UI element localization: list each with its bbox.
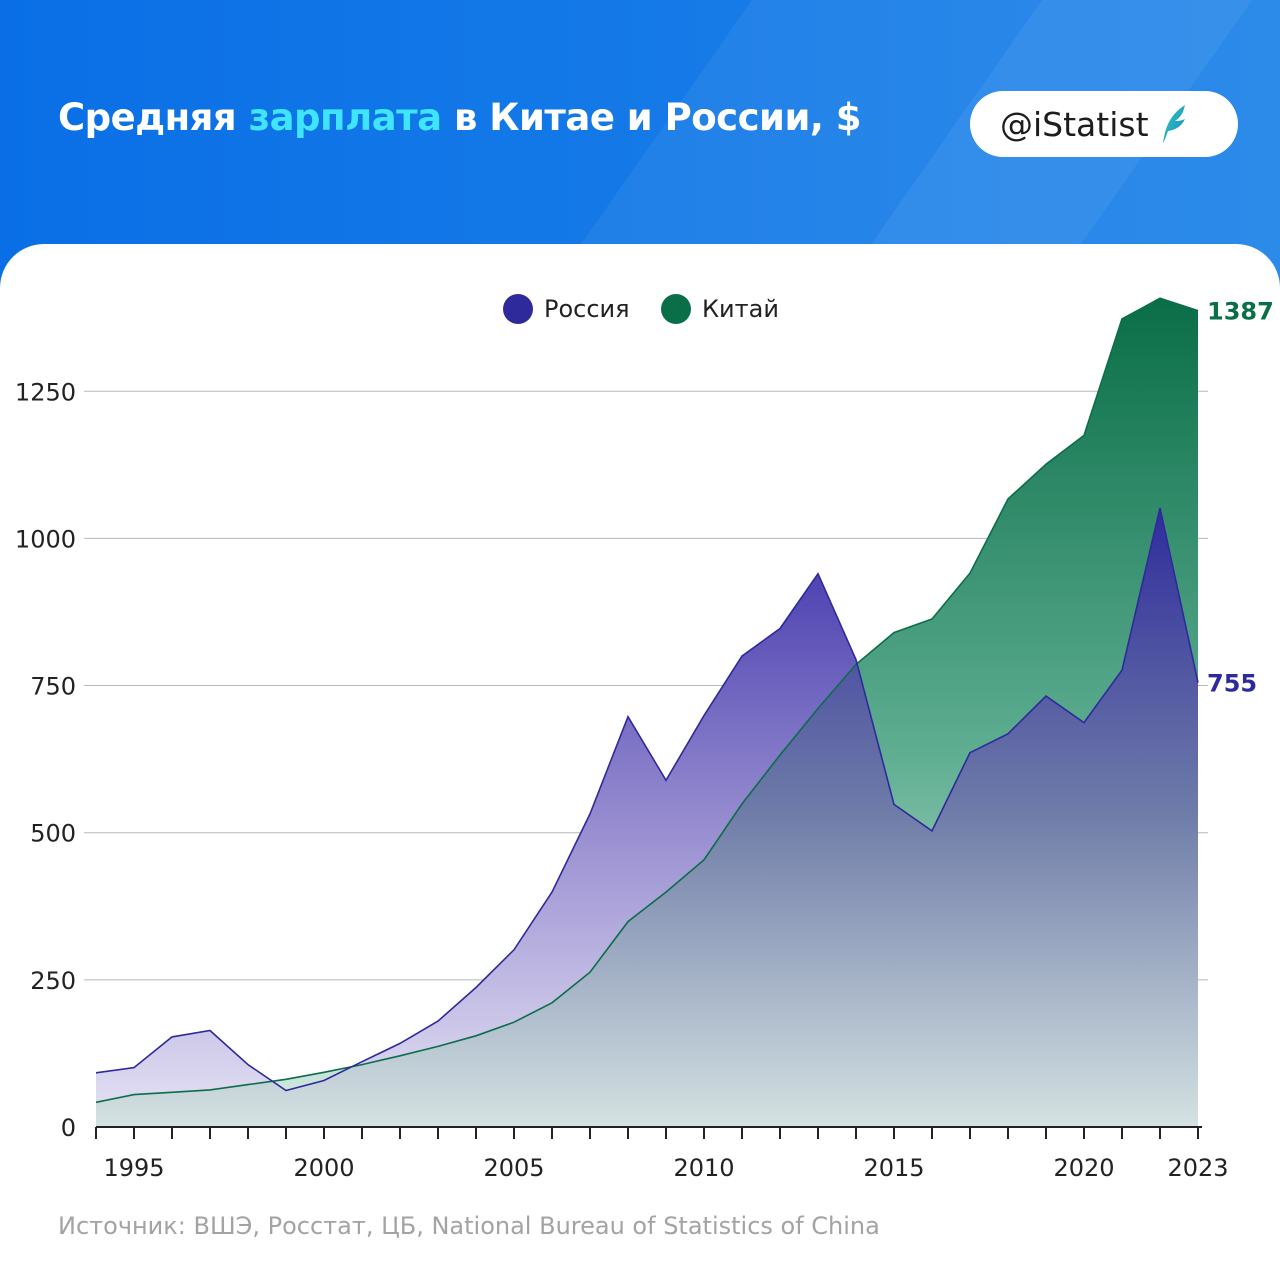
legend-label: Китай: [702, 295, 779, 323]
source-note: Источник: ВШЭ, Росстат, ЦБ, National Bur…: [58, 1212, 880, 1240]
y-tick-label: 500: [30, 820, 76, 848]
y-tick-label: 0: [61, 1114, 76, 1142]
legend-label: Россия: [544, 295, 630, 323]
x-tick-label: 2010: [673, 1154, 734, 1182]
brand-badge[interactable]: @iStatist: [970, 91, 1238, 157]
x-tick-label: 2000: [293, 1154, 354, 1182]
legend: Россия Китай: [503, 294, 779, 324]
x-tick-label: 1995: [103, 1154, 164, 1182]
title-accent: зарплата: [248, 96, 443, 139]
y-tick-label: 750: [30, 673, 76, 701]
x-axis: [95, 1126, 1202, 1139]
y-tick-label: 1000: [15, 525, 76, 553]
series-areas: [95, 297, 1199, 1127]
x-tick-label: 2023: [1167, 1154, 1228, 1182]
brand-badge-text: @iStatist: [1000, 104, 1149, 144]
feather-logo-icon: [1162, 105, 1185, 143]
legend-marker: [661, 294, 691, 324]
page-title: Средняя зарплата в Китае и России, $: [58, 96, 862, 139]
end-value-label: 755: [1207, 670, 1257, 698]
title-part-2: в Китае и России, $: [441, 96, 862, 139]
x-tick-label: 2015: [863, 1154, 924, 1182]
legend-marker: [503, 294, 533, 324]
y-axis-labels: 0 250 500 750 1000 1250: [15, 378, 76, 1142]
y-tick-label: 1250: [15, 378, 76, 406]
end-value-label: 1387: [1207, 298, 1274, 326]
x-tick-label: 2020: [1053, 1154, 1114, 1182]
series-line-russia: [95, 507, 1199, 1092]
title-part-1: Средняя: [58, 96, 249, 139]
end-value-labels: 1387 755: [1207, 298, 1274, 698]
y-tick-label: 250: [30, 967, 76, 995]
x-axis-labels: 1995 2000 2005 2010 2015 2020 2023: [103, 1154, 1228, 1182]
series-line-china: [95, 297, 1199, 1104]
x-tick-label: 2005: [483, 1154, 544, 1182]
